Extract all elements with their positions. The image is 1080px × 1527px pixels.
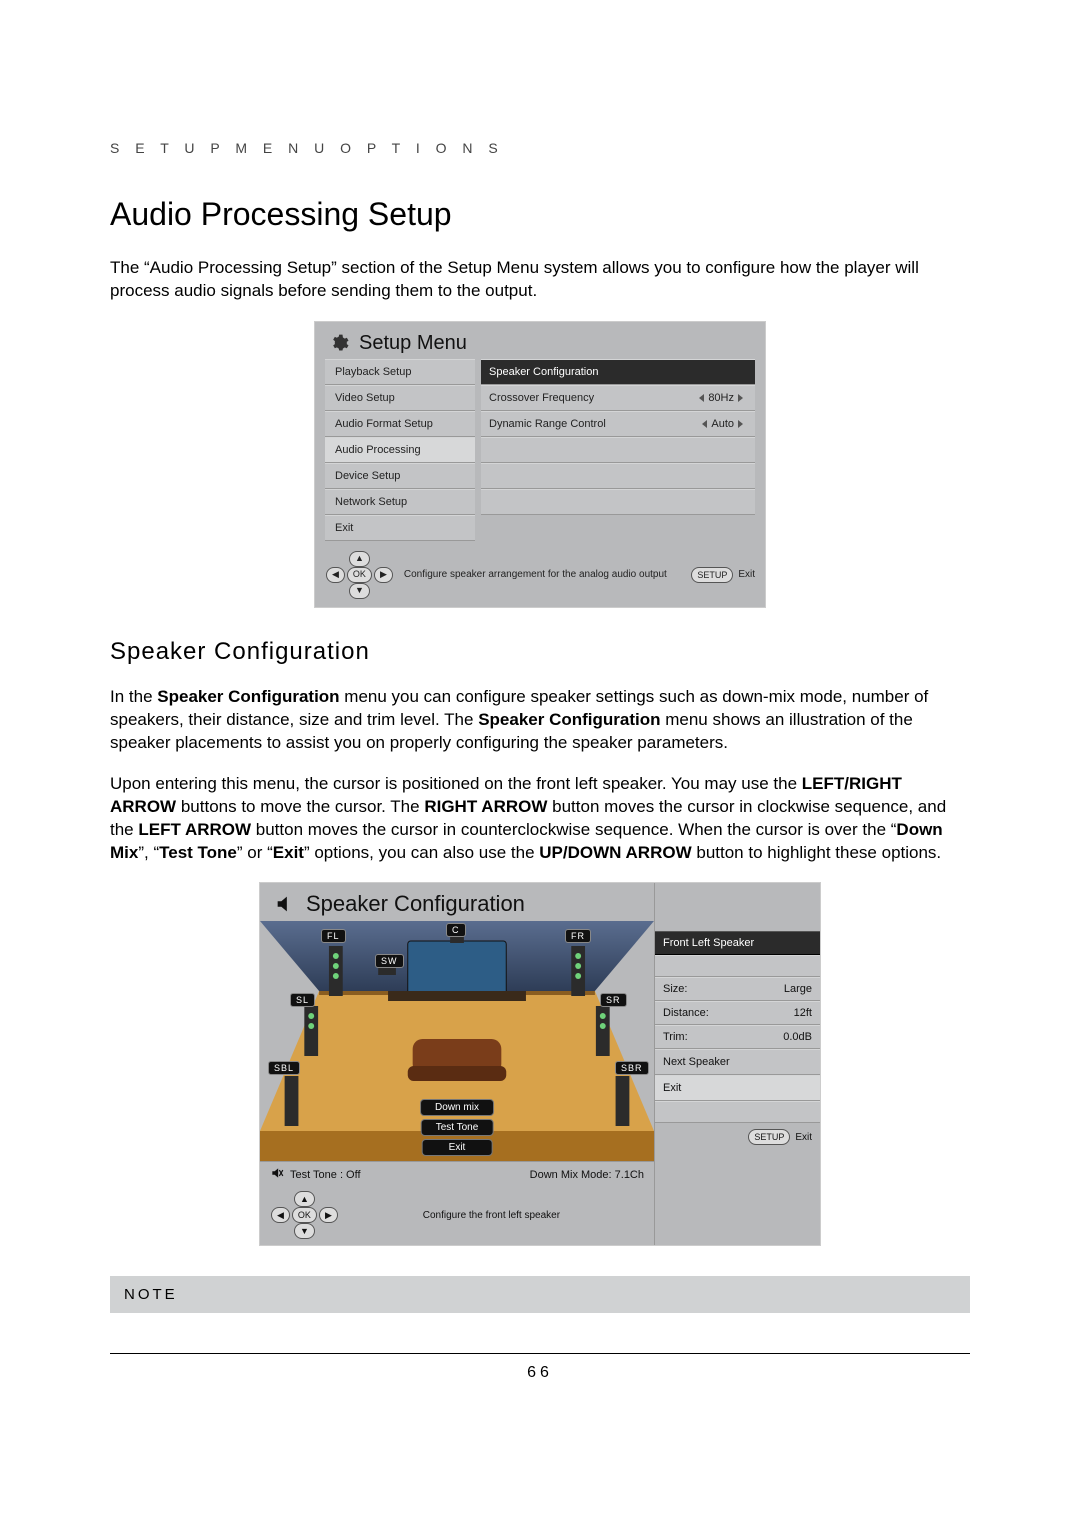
fl-label[interactable]: FL xyxy=(321,929,346,943)
down-arrow-icon: ▼ xyxy=(294,1223,315,1239)
setup-menu-left-item[interactable]: Video Setup xyxy=(325,385,475,411)
dpad-icon: ▲ ◀ OK ▶ ▼ xyxy=(270,1191,339,1239)
setup-menu-right-column: Speaker ConfigurationCrossover Frequency… xyxy=(481,359,755,541)
ok-button-icon: OK xyxy=(347,567,372,583)
setup-menu-left-item[interactable]: Exit xyxy=(325,515,475,541)
setup-menu-right-row[interactable]: Crossover Frequency80Hz xyxy=(481,385,755,411)
speaker-left-area: Speaker Configuration xyxy=(260,883,654,1245)
setup-menu-body: Playback SetupVideo SetupAudio Format Se… xyxy=(315,359,765,547)
speaker-figure-wrapper: Speaker Configuration xyxy=(110,882,970,1246)
sbl-label[interactable]: SBL xyxy=(268,1061,300,1075)
paragraph-1: In the Speaker Configuration menu you ca… xyxy=(110,686,970,755)
up-arrow-icon: ▲ xyxy=(349,551,370,567)
speaker-title-row: Speaker Configuration xyxy=(260,883,654,921)
speaker-prop-row[interactable]: Distance:12ft xyxy=(655,1001,820,1025)
speaker-room-illustration: FL C FR SW SL SR SBL SBR Down mix Test T… xyxy=(260,921,654,1161)
setup-menu-left-column: Playback SetupVideo SetupAudio Format Se… xyxy=(325,359,475,541)
speaker-footer: ▲ ◀ OK ▶ ▼ Configure the front left spea… xyxy=(260,1187,654,1245)
page-footer: 66 xyxy=(110,1353,970,1382)
speaker-config-panel: Speaker Configuration xyxy=(259,882,821,1246)
setup-menu-blank-row xyxy=(481,463,755,489)
left-arrow-icon: ◀ xyxy=(271,1207,290,1223)
intro-paragraph: The “Audio Processing Setup” section of … xyxy=(110,257,970,303)
setup-menu-footer-hint: Configure speaker arrangement for the an… xyxy=(404,569,690,580)
paragraph-2: Upon entering this menu, the cursor is p… xyxy=(110,773,970,865)
page: S E T U P M E N U O P T I O N S Audio Pr… xyxy=(0,0,1080,1442)
note-heading: NOTE xyxy=(110,1276,970,1313)
test-tone-button[interactable]: Test Tone xyxy=(421,1119,494,1136)
downmix-mode-status: Down Mix Mode: 7.1Ch xyxy=(530,1169,644,1181)
gear-icon xyxy=(329,333,349,353)
setup-menu-left-item[interactable]: Network Setup xyxy=(325,489,475,515)
page-number: 66 xyxy=(527,1364,553,1381)
right-panel-blank xyxy=(655,1101,820,1123)
down-mix-button[interactable]: Down mix xyxy=(420,1099,494,1116)
sw-label[interactable]: SW xyxy=(375,954,404,968)
subhead-speaker-config: Speaker Configuration xyxy=(110,638,970,666)
speaker-prop-row[interactable]: Size:Large xyxy=(655,977,820,1001)
setup-menu-panel: Setup Menu Playback SetupVideo SetupAudi… xyxy=(314,321,766,608)
speaker-right-panel: Front Left Speaker Size:LargeDistance:12… xyxy=(654,883,820,1245)
c-label[interactable]: C xyxy=(446,923,466,937)
setup-pill: SETUP xyxy=(691,567,733,583)
decrement-icon[interactable] xyxy=(702,420,707,428)
increment-icon[interactable] xyxy=(738,394,743,402)
right-panel-blank xyxy=(655,955,820,977)
speaker-icon xyxy=(274,893,296,915)
ok-button-icon: OK xyxy=(292,1207,317,1223)
right-panel-footer: SETUP Exit xyxy=(655,1123,820,1151)
increment-icon[interactable] xyxy=(738,420,743,428)
fr-label[interactable]: FR xyxy=(565,929,591,943)
speaker-prop-row[interactable]: Trim:0.0dB xyxy=(655,1025,820,1049)
section-title: Audio Processing Setup xyxy=(110,196,970,233)
speaker-title: Speaker Configuration xyxy=(306,891,525,917)
setup-pill: SETUP xyxy=(748,1129,790,1145)
test-tone-status: Test Tone : Off xyxy=(290,1169,361,1181)
setup-menu-blank-row xyxy=(481,437,755,463)
setup-menu-left-item[interactable]: Audio Processing xyxy=(325,437,475,463)
sr-label[interactable]: SR xyxy=(600,993,627,1007)
setup-menu-footer: ▲ ◀ OK ▶ ▼ Configure speaker arrangement… xyxy=(315,547,765,607)
setup-menu-right-row[interactable]: Dynamic Range ControlAuto xyxy=(481,411,755,437)
setup-menu-footer-exit: Exit xyxy=(738,569,755,580)
setup-menu-right-header[interactable]: Speaker Configuration xyxy=(481,359,755,385)
right-arrow-icon: ▶ xyxy=(374,567,393,583)
speaker-footer-hint: Configure the front left speaker xyxy=(339,1210,644,1221)
setup-menu-title: Setup Menu xyxy=(359,332,467,355)
up-arrow-icon: ▲ xyxy=(294,1191,315,1207)
right-panel-exit-label: Exit xyxy=(795,1132,812,1143)
setup-menu-left-item[interactable]: Device Setup xyxy=(325,463,475,489)
page-header: S E T U P M E N U O P T I O N S xyxy=(110,140,970,156)
right-arrow-icon: ▶ xyxy=(319,1207,338,1223)
sbr-label[interactable]: SBR xyxy=(615,1061,649,1075)
setup-menu-left-item[interactable]: Playback Setup xyxy=(325,359,475,385)
decrement-icon[interactable] xyxy=(699,394,704,402)
setup-menu-left-item[interactable]: Audio Format Setup xyxy=(325,411,475,437)
setup-menu-title-row: Setup Menu xyxy=(315,322,765,359)
setup-menu-figure-wrapper: Setup Menu Playback SetupVideo SetupAudi… xyxy=(110,321,970,608)
sl-label[interactable]: SL xyxy=(290,993,315,1007)
down-arrow-icon: ▼ xyxy=(349,583,370,599)
speaker-action-item[interactable]: Exit xyxy=(655,1075,820,1101)
speaker-status-row: Test Tone : Off Down Mix Mode: 7.1Ch xyxy=(260,1161,654,1187)
left-arrow-icon: ◀ xyxy=(326,567,345,583)
speaker-mute-icon xyxy=(270,1166,284,1183)
dpad-icon: ▲ ◀ OK ▶ ▼ xyxy=(325,551,394,599)
exit-button[interactable]: Exit xyxy=(422,1139,493,1156)
setup-menu-blank-row xyxy=(481,489,755,515)
right-panel-header: Front Left Speaker xyxy=(655,931,820,955)
speaker-action-item[interactable]: Next Speaker xyxy=(655,1049,820,1075)
